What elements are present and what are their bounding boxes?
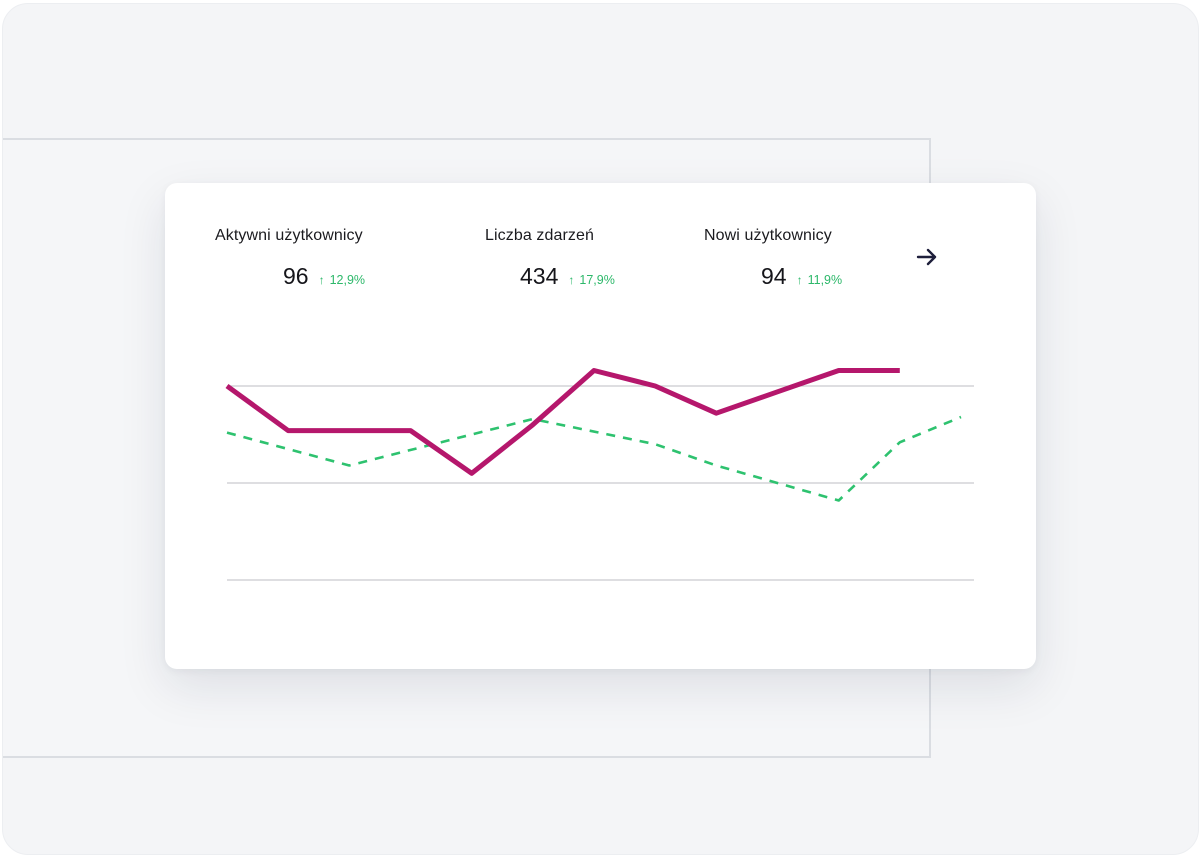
metric-title: Aktywni użytkownicy — [215, 227, 363, 244]
metric-values: 96 ↑ 12,9% — [283, 263, 365, 290]
metric-values: 94 ↑ 11,9% — [761, 263, 842, 290]
metric-value: 96 — [283, 263, 309, 289]
metric-values: 434 ↑ 17,9% — [520, 263, 615, 290]
metric-new-users[interactable]: Nowi użytkownicy 94 ↑ 11,9% — [704, 227, 842, 289]
metric-change-badge: ↑ 11,9% — [797, 273, 843, 287]
arrow-up-icon: ↑ — [796, 273, 803, 287]
line-chart — [225, 368, 974, 581]
arrow-up-icon: ↑ — [568, 273, 575, 287]
metric-title: Liczba zdarzeń — [485, 227, 595, 244]
arrow-up-icon: ↑ — [318, 273, 325, 287]
metric-change-value: 11,9% — [807, 273, 843, 287]
metric-change-badge: ↑ 12,9% — [319, 273, 365, 287]
metric-title: Nowi użytkownicy — [704, 227, 832, 244]
series-line-primary — [225, 368, 900, 476]
metric-change-value: 12,9% — [329, 273, 366, 287]
metric-change-value: 17,9% — [579, 273, 615, 287]
series-line-secondary — [226, 415, 962, 502]
analytics-card: Aktywni użytkownicy 96 ↑ 12,9% Liczba zd… — [165, 183, 1036, 669]
metric-event-count[interactable]: Liczba zdarzeń 434 ↑ 17,9% — [485, 227, 615, 289]
arrow-right-icon[interactable] — [913, 243, 941, 271]
metric-value: 434 — [520, 263, 559, 289]
metric-active-users[interactable]: Aktywni użytkownicy 96 ↑ 12,9% — [215, 227, 365, 289]
metric-value: 94 — [761, 263, 787, 289]
metric-change-badge: ↑ 17,9% — [568, 273, 614, 287]
